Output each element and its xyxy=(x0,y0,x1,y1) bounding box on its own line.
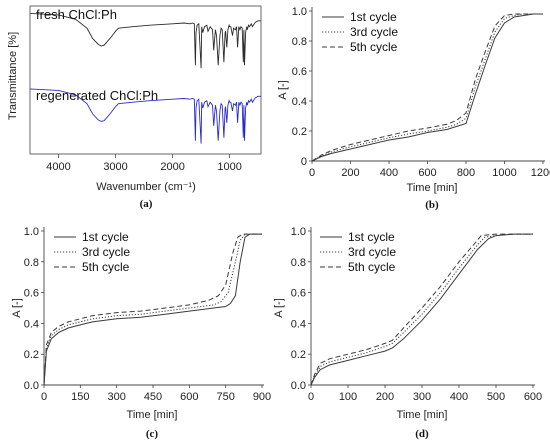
panel-b-y-tick-label-5: 1.0 xyxy=(292,6,307,18)
panel-b-absorbance-plot: A [-] 0 0.2 0.4 0.6 0.8 1.0 0 200 400 600 800 1000 1… xyxy=(277,6,550,211)
panel-d-series-3 xyxy=(310,233,533,386)
panel-d-x-tick-label-2: 200 xyxy=(376,391,394,403)
panel-c-axes: 0.0 0.2 0.4 0.6 0.8 1.0 0 150 300 450 600 750 900 xyxy=(24,226,271,403)
panel-b-legend-label-1: 1st cycle xyxy=(350,10,397,24)
panel-c-y-tick-label-0: 0.0 xyxy=(24,380,39,392)
panel-d-y-tick-label-0: 0.0 xyxy=(291,380,306,392)
panel-d-x-tick-label-6: 600 xyxy=(524,391,542,403)
panel-d-x-tick-label-4: 400 xyxy=(450,391,468,403)
panel-c-x-label: Time [min] xyxy=(127,409,178,421)
panel-c-absorbance-plot: A [-] 0.0 0.2 0.4 0.6 0.8 1.0 0 150 300 450 600 750… xyxy=(11,226,271,440)
panel-a-series-group xyxy=(29,12,261,144)
panel-d-x-tick-label-0: 0 xyxy=(308,391,314,403)
panel-b-y-label: A [-] xyxy=(277,80,289,100)
panel-b-series-group xyxy=(311,13,543,162)
panel-b-x-tick-label-4: 800 xyxy=(457,167,475,179)
panel-b-x-tick-label-1: 200 xyxy=(341,167,359,179)
panel-c-series-group xyxy=(43,233,262,386)
panel-a-spectrum-1 xyxy=(29,88,261,144)
panel-c-x-tick-label-3: 450 xyxy=(144,391,162,403)
panel-b-y-tick-label-1: 0.2 xyxy=(292,126,307,138)
panel-c-y-tick-label-4: 0.8 xyxy=(24,257,39,269)
panel-d-caption: (d) xyxy=(415,428,429,440)
panel-d-series-1 xyxy=(310,233,533,386)
panel-a-x-tick-label-0: 4000 xyxy=(46,161,70,173)
panel-d-legend-label-2: 3rd cycle xyxy=(348,245,396,259)
panel-c-x-tick-label-4: 600 xyxy=(180,391,198,403)
panel-c-x-tick-label-0: 0 xyxy=(41,391,47,403)
panel-b-x-tick-label-3: 600 xyxy=(418,167,436,179)
panel-c-legend-label-1: 1st cycle xyxy=(82,230,129,244)
panel-c-x-tick-label-5: 750 xyxy=(216,391,234,403)
panel-d-series-group xyxy=(310,233,533,386)
panel-d-legend-label-1: 1st cycle xyxy=(348,230,395,244)
panel-d-legend-label-3: 5th cycle xyxy=(348,260,396,274)
panel-d-y-tick-label-5: 1.0 xyxy=(291,226,306,238)
panel-b-axes: 0 0.2 0.4 0.6 0.8 1.0 0 200 400 600 800 1000 1200 xyxy=(292,6,550,179)
panel-b-series-2 xyxy=(311,13,543,162)
panel-d-x-label: Time [min] xyxy=(397,409,448,421)
panel-a-frame xyxy=(29,5,262,155)
panel-b-y-tick-label-2: 0.4 xyxy=(292,96,307,108)
panel-b-x-tick-label-6: 1200 xyxy=(531,167,550,179)
panel-a-ir-spectra: Transmittance [%] 4000 3000 2000 1000 fresh… xyxy=(7,5,262,210)
panel-b-y-tick-label-4: 0.8 xyxy=(292,36,307,48)
panel-b-series-1 xyxy=(311,13,543,162)
panel-c-y-tick-label-3: 0.6 xyxy=(24,288,39,300)
panel-d-y-tick-label-3: 0.6 xyxy=(291,288,306,300)
panel-b-series-3 xyxy=(311,13,543,162)
panel-a-x-tick-label-2: 2000 xyxy=(160,161,184,173)
panel-c-legend-label-3: 5th cycle xyxy=(82,260,130,274)
panel-c-y-tick-label-1: 0.2 xyxy=(24,349,39,361)
panel-d-series-2 xyxy=(310,233,533,386)
panel-a-x-label: Wavenumber (cm⁻¹) xyxy=(96,181,196,193)
panel-b-legend-label-2: 3rd cycle xyxy=(350,25,398,39)
panel-c-y-tick-label-2: 0.4 xyxy=(24,318,39,330)
panel-b-x-tick-label-2: 400 xyxy=(380,167,398,179)
panel-a-y-label: Transmittance [%] xyxy=(7,32,19,120)
panel-b-y-tick-label-0: 0 xyxy=(301,156,307,168)
panel-c-series-2 xyxy=(43,233,262,386)
panel-a-x-ticks: 4000 3000 2000 1000 xyxy=(46,154,242,173)
panel-b-x-tick-label-5: 1000 xyxy=(492,167,516,179)
panel-d-y-label: A [-] xyxy=(273,298,285,318)
panel-d-absorbance-plot: A [-] 0.0 0.2 0.4 0.6 0.8 1.0 0 100 200 300 400 500… xyxy=(273,226,542,440)
panel-a-caption: (a) xyxy=(140,198,153,210)
panel-c-caption: (c) xyxy=(146,428,159,440)
panel-d-x-tick-label-1: 100 xyxy=(339,391,357,403)
panel-a-annotation-fresh: fresh ChCl:Ph xyxy=(36,7,117,22)
panel-c-x-tick-label-2: 300 xyxy=(107,391,125,403)
panel-d-x-tick-label-3: 300 xyxy=(413,391,431,403)
panel-a-x-tick-label-3: 1000 xyxy=(217,161,241,173)
panel-c-y-tick-label-5: 1.0 xyxy=(24,226,39,238)
panel-c-series-1 xyxy=(43,233,262,386)
panel-b-caption: (b) xyxy=(425,199,439,211)
panel-c-legend-label-2: 3rd cycle xyxy=(82,245,130,259)
panel-d-y-tick-label-1: 0.2 xyxy=(291,349,306,361)
panel-b-legend-label-3: 5th cycle xyxy=(350,40,398,54)
panel-c-y-label: A [-] xyxy=(11,298,23,318)
panel-d-y-tick-label-2: 0.4 xyxy=(291,318,306,330)
panel-d-y-tick-label-4: 0.8 xyxy=(291,257,306,269)
panel-c-series-3 xyxy=(43,233,262,386)
panel-a-spectrum-0 xyxy=(29,12,261,69)
panel-a-annotation-regenerated: regenerated ChCl:Ph xyxy=(36,88,158,103)
panel-b-x-label: Time [min] xyxy=(407,182,458,194)
panel-b-x-tick-label-0: 0 xyxy=(309,167,315,179)
panel-d-x-tick-label-5: 500 xyxy=(487,391,505,403)
panel-a-x-tick-label-1: 3000 xyxy=(103,161,127,173)
panel-d-axes: 0.0 0.2 0.4 0.6 0.8 1.0 0 100 200 300 400 500 600 xyxy=(291,226,542,403)
panel-c-x-tick-label-1: 150 xyxy=(71,391,89,403)
panel-b-y-tick-label-3: 0.6 xyxy=(292,66,307,78)
panel-c-x-tick-label-6: 900 xyxy=(253,391,271,403)
